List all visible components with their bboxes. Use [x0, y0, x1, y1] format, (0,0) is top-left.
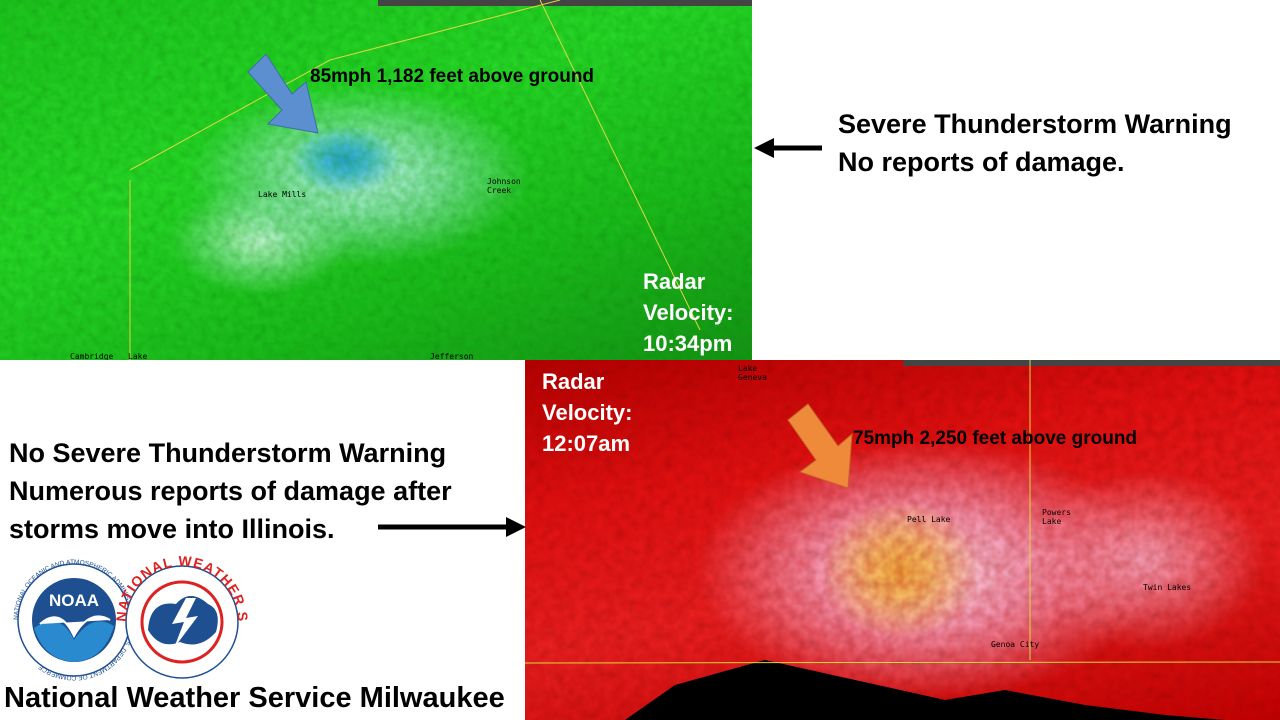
nws-bolt — [172, 598, 198, 648]
note-line: Numerous reports of damage after — [9, 476, 452, 506]
arrow-right-head — [506, 517, 526, 537]
nws-ring-text: NATIONAL WEATHER SERVICE — [0, 0, 251, 623]
radar-label-line: 10:34pm — [643, 331, 733, 356]
color-scale — [903, 360, 1280, 366]
annotation: 85mph 1,182 feet above ground — [310, 66, 595, 87]
radar-label-line: Radar — [643, 269, 706, 294]
radar-label-line: Radar — [542, 369, 605, 394]
texture — [525, 360, 1280, 720]
note-line: Severe Thunderstorm Warning — [838, 109, 1232, 139]
nws-ring-path: NATIONAL WEATHER SERVICE — [0, 0, 250, 623]
county-line — [539, 0, 701, 331]
annotation: 75mph 2,250 feet above ground — [853, 428, 1138, 449]
radar-image-bottom: Lake Geneva Pell Lake Powers Lake Twin L… — [525, 360, 1280, 720]
place-label: Genoa City — [991, 640, 1040, 649]
place-label: Lake Mills — [258, 190, 307, 199]
radar-image-top: Lake Mills Johnson Creek Cambridge Lake … — [0, 0, 752, 360]
no-data-area — [625, 660, 1225, 720]
radar-label: Radar Velocity: 12:07am — [542, 366, 632, 459]
note-line: storms move into Illinois. — [9, 514, 335, 544]
bottom-note: No Severe Thunderstorm Warning Numerous … — [9, 434, 452, 548]
place-label: Lake — [128, 352, 148, 360]
texture — [0, 0, 752, 360]
place-label: Jefferson — [430, 352, 474, 360]
place-label: Cambridge — [70, 352, 114, 360]
radar-label-line: Velocity: — [542, 400, 633, 425]
color-scale — [378, 0, 752, 6]
noaa-text: NOAA — [49, 591, 99, 610]
county-line — [129, 0, 561, 171]
radar-texture — [525, 360, 1280, 720]
blue-arrow — [247, 53, 319, 134]
radar-texture — [0, 0, 752, 360]
place-label: Lake Geneva — [738, 364, 767, 382]
place-label: Twin Lakes — [1143, 583, 1192, 592]
orange-arrow — [787, 403, 853, 489]
note-line: No Severe Thunderstorm Warning — [9, 438, 447, 468]
place-label: Johnson Creek — [487, 177, 521, 195]
place-label: Richmond — [1030, 709, 1069, 718]
note-line: No reports of damage. — [838, 147, 1125, 177]
arrow-left-head — [754, 138, 774, 158]
place-label: Powers Lake — [1042, 508, 1071, 526]
noaa-bird — [34, 621, 114, 662]
radar-label: Radar Velocity: 10:34pm — [643, 266, 733, 359]
radar-label-line: Velocity: — [643, 300, 734, 325]
state-line — [525, 661, 1280, 664]
footer-title: National Weather Service Milwaukee — [4, 682, 505, 714]
radar-label-line: 12:07am — [542, 431, 631, 456]
noaa-wing — [39, 615, 111, 639]
top-note: Severe Thunderstorm Warning No reports o… — [838, 105, 1232, 181]
place-label: Pell Lake — [907, 515, 951, 524]
